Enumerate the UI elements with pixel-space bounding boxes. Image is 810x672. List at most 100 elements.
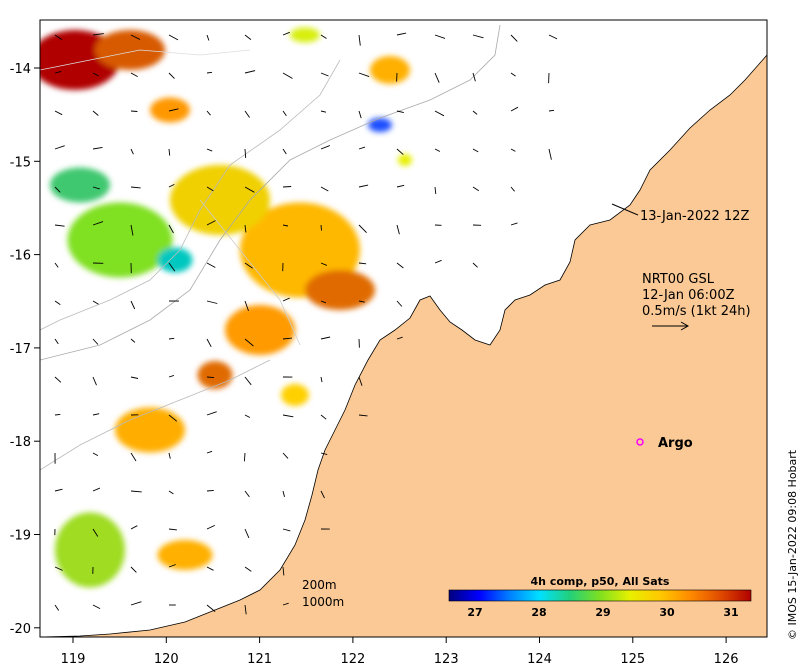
current-vector: [282, 297, 290, 302]
current-vector: [396, 148, 404, 155]
sst-patch: [50, 167, 110, 203]
current-vector: [510, 106, 519, 112]
current-vector: [92, 338, 99, 345]
current-vector: [282, 224, 289, 227]
x-axis-ticks: 119 120 121 122 123 124 125 126: [61, 637, 739, 667]
current-vector: [168, 528, 177, 531]
current-vector: [244, 376, 252, 386]
current-vector: [510, 148, 516, 152]
current-vector: [358, 300, 365, 303]
current-product-label: NRT00 GSL: [642, 272, 715, 287]
current-vector: [282, 452, 289, 459]
current-vector: [434, 72, 440, 83]
land-australia: [40, 54, 767, 637]
current-vector: [472, 262, 478, 268]
colorbar-tick-label: 29: [595, 606, 610, 619]
sst-patch: [370, 56, 410, 84]
sst-patch: [225, 305, 295, 355]
current-vector: [168, 564, 176, 568]
current-vector: [206, 566, 214, 571]
current-vector: [168, 34, 179, 41]
current-vector: [54, 186, 61, 193]
current-vector: [92, 300, 99, 305]
argo-label: Argo: [658, 436, 693, 451]
current-vector: [168, 414, 178, 422]
sst-patch: [115, 407, 185, 453]
sst-patches: [40, 27, 412, 588]
current-vector: [282, 72, 293, 79]
current-vector: [244, 528, 250, 539]
current-vector: [282, 566, 285, 576]
current-vector: [358, 376, 363, 386]
current-vector: [92, 33, 104, 36]
y-tick-label: -14: [10, 62, 31, 77]
current-vector: [282, 110, 287, 117]
colorbar-title: 4h comp, p50, All Sats: [531, 575, 670, 588]
current-vector: [472, 148, 479, 153]
current-vector: [548, 34, 558, 40]
current-vector: [320, 34, 327, 39]
current-vector: [168, 148, 171, 156]
current-vector: [282, 528, 291, 532]
current-vector: [130, 452, 137, 462]
current-vector: [206, 376, 215, 379]
scale-arrow-icon: [652, 321, 690, 331]
argo-float-icon: [636, 438, 644, 446]
current-vector: [244, 224, 247, 233]
current-vector: [206, 71, 213, 74]
current-vector: [130, 186, 141, 189]
current-vector: [510, 186, 515, 192]
current-vector: [54, 34, 63, 40]
current-vector: [282, 31, 290, 36]
current-vector: [54, 300, 61, 305]
colorbar-tick-label: 27: [467, 606, 482, 619]
sst-patch: [55, 512, 125, 588]
current-vector: [396, 300, 403, 307]
current-vector: [92, 604, 101, 610]
current-vector: [510, 72, 516, 77]
current-vector: [396, 32, 407, 36]
current-vector: [92, 413, 100, 416]
y-tick-label: -16: [10, 249, 31, 264]
current-vector: [54, 70, 62, 74]
current-vector: [206, 604, 216, 612]
y-axis-ticks: -14 -15 -16 -17 -18 -19 -20: [10, 62, 40, 637]
credit-label: © IMOS 15-Jan-2022 09:08 Hobart: [786, 449, 799, 640]
current-vector: [168, 490, 174, 495]
current-vector: [320, 490, 325, 499]
current-vector: [320, 452, 328, 456]
current-vector: [54, 604, 60, 611]
current-vector: [92, 72, 99, 77]
depth-200-label: 200m: [302, 578, 337, 592]
sst-patch: [290, 27, 320, 43]
current-vector: [358, 414, 368, 417]
sst-patch: [157, 247, 193, 273]
current-vector: [244, 34, 252, 40]
current-vector: [548, 109, 555, 112]
current-vector: [54, 413, 61, 416]
current-vector: [358, 262, 367, 265]
current-vector: [396, 184, 405, 188]
current-vector: [92, 221, 104, 226]
sst-patch: [157, 540, 213, 570]
current-vector: [244, 262, 253, 269]
sst-patch: [150, 97, 190, 123]
current-vector: [396, 110, 404, 114]
current-vector: [130, 300, 136, 310]
current-vector: [130, 490, 142, 493]
current-vector: [358, 110, 362, 119]
current-vector: [358, 184, 369, 188]
current-vector: [244, 70, 256, 74]
current-vector: [320, 110, 327, 113]
current-vector: [92, 110, 99, 116]
depth-1000-label: 1000m: [302, 595, 344, 609]
current-vector: [510, 34, 518, 42]
current-vector: [320, 186, 329, 192]
current-vector: [168, 262, 176, 272]
y-tick-label: -18: [10, 435, 31, 450]
current-vector: [320, 72, 329, 77]
sst-patch: [398, 154, 412, 166]
current-vector: [130, 601, 142, 606]
current-vector: [206, 450, 213, 454]
current-vector: [282, 490, 285, 498]
